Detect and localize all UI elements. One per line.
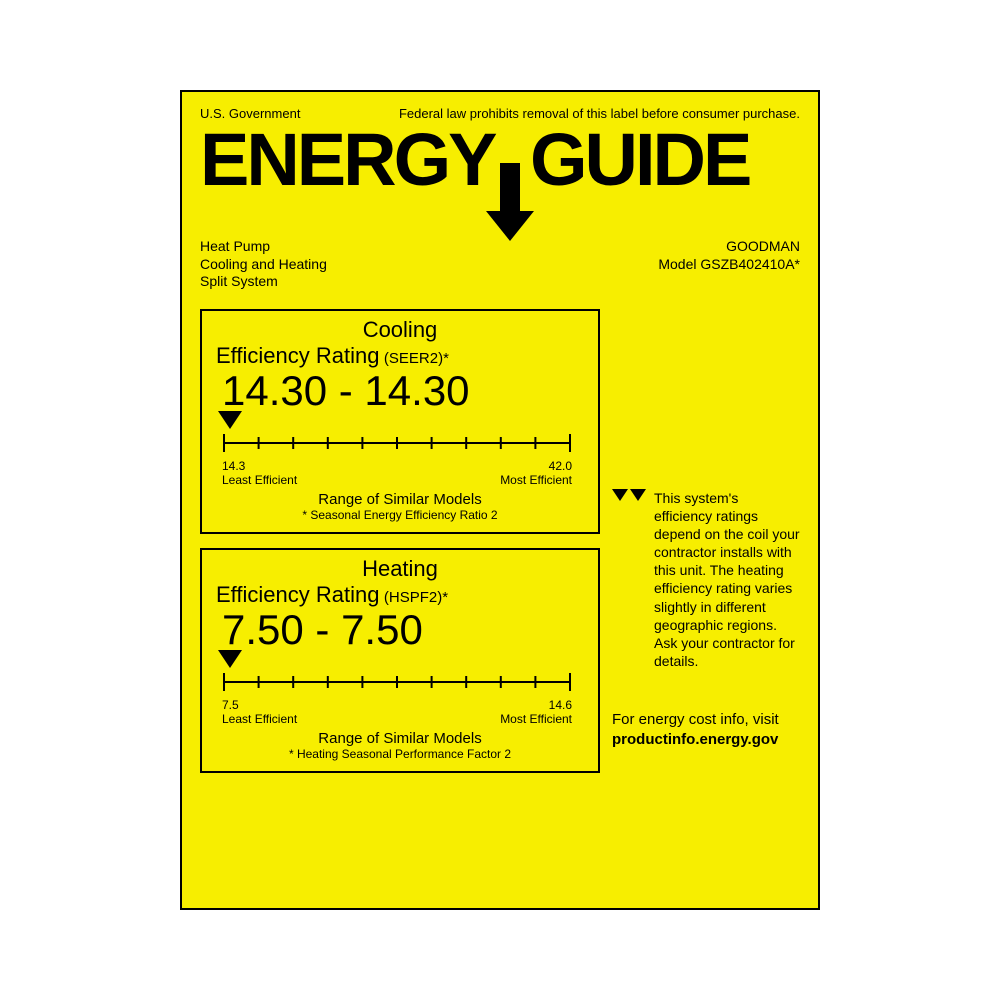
heating-box: Heating Efficiency Rating (HSPF2)* 7.50 … bbox=[200, 548, 600, 773]
side-column: This system's efficiency ratings depend … bbox=[600, 309, 800, 810]
model-line: Model GSZB402410A* bbox=[658, 256, 800, 274]
side-note: This system's efficiency ratings depend … bbox=[612, 489, 800, 671]
svg-text:ENERGY: ENERGY bbox=[200, 123, 497, 201]
product-line3: Split System bbox=[200, 273, 327, 291]
cooling-scale bbox=[222, 434, 584, 457]
heating-pointer-icon bbox=[218, 650, 242, 668]
energyguide-logo: ENERGY GUIDE bbox=[200, 123, 800, 248]
side-note-text: This system's efficiency ratings depend … bbox=[654, 489, 800, 671]
energy-cost-url: productinfo.energy.gov bbox=[612, 730, 800, 750]
cooling-footnote: * Seasonal Energy Efficiency Ratio 2 bbox=[216, 508, 584, 522]
manufacturer-name: GOODMAN bbox=[658, 238, 800, 256]
heating-scale bbox=[222, 673, 584, 696]
heating-subtitle-row: Efficiency Rating (HSPF2)* bbox=[216, 582, 584, 608]
cooling-title: Cooling bbox=[216, 317, 584, 343]
energyguide-label: U.S. Government Federal law prohibits re… bbox=[180, 90, 820, 910]
federal-law-text: Federal law prohibits removal of this la… bbox=[399, 106, 800, 121]
heating-scale-labels: 7.5 Least Efficient 14.6 Most Efficient bbox=[222, 698, 572, 726]
heating-scale-min: 7.5 Least Efficient bbox=[222, 698, 297, 726]
svg-text:GUIDE: GUIDE bbox=[530, 123, 750, 201]
cooling-box: Cooling Efficiency Rating (SEER2)* 14.30… bbox=[200, 309, 600, 534]
top-row: U.S. Government Federal law prohibits re… bbox=[200, 106, 800, 121]
manufacturer-info: GOODMAN Model GSZB402410A* bbox=[658, 238, 800, 291]
cooling-range-text: Range of Similar Models bbox=[216, 491, 584, 508]
heating-scale-max: 14.6 Most Efficient bbox=[500, 698, 572, 726]
gov-text: U.S. Government bbox=[200, 106, 300, 121]
cooling-subtitle: Efficiency Rating bbox=[216, 343, 379, 368]
cooling-scale-min: 14.3 Least Efficient bbox=[222, 459, 297, 487]
cooling-scale-max: 42.0 Most Efficient bbox=[500, 459, 572, 487]
energy-cost-link: For energy cost info, visit productinfo.… bbox=[612, 710, 800, 749]
model-number: GSZB402410A* bbox=[700, 256, 800, 272]
heating-value: 7.50 - 7.50 bbox=[222, 606, 584, 654]
heating-footnote: * Heating Seasonal Performance Factor 2 bbox=[216, 747, 584, 761]
heating-subtitle: Efficiency Rating bbox=[216, 582, 379, 607]
cooling-pointer-icon bbox=[218, 411, 242, 429]
heating-range-text: Range of Similar Models bbox=[216, 730, 584, 747]
content-row: Cooling Efficiency Rating (SEER2)* 14.30… bbox=[200, 309, 800, 810]
product-line2: Cooling and Heating bbox=[200, 256, 327, 274]
heating-metric: (HSPF2)* bbox=[384, 589, 448, 606]
cooling-scale-labels: 14.3 Least Efficient 42.0 Most Efficient bbox=[222, 459, 572, 487]
rating-boxes: Cooling Efficiency Rating (SEER2)* 14.30… bbox=[200, 309, 600, 810]
product-info: Heat Pump Cooling and Heating Split Syst… bbox=[200, 238, 327, 291]
cooling-metric: (SEER2)* bbox=[384, 350, 449, 367]
heating-title: Heating bbox=[216, 556, 584, 582]
energy-cost-text: For energy cost info, visit bbox=[612, 710, 800, 730]
cooling-value: 14.30 - 14.30 bbox=[222, 367, 584, 415]
product-line1: Heat Pump bbox=[200, 238, 327, 256]
double-pointer-icon bbox=[612, 489, 646, 501]
cooling-subtitle-row: Efficiency Rating (SEER2)* bbox=[216, 343, 584, 369]
